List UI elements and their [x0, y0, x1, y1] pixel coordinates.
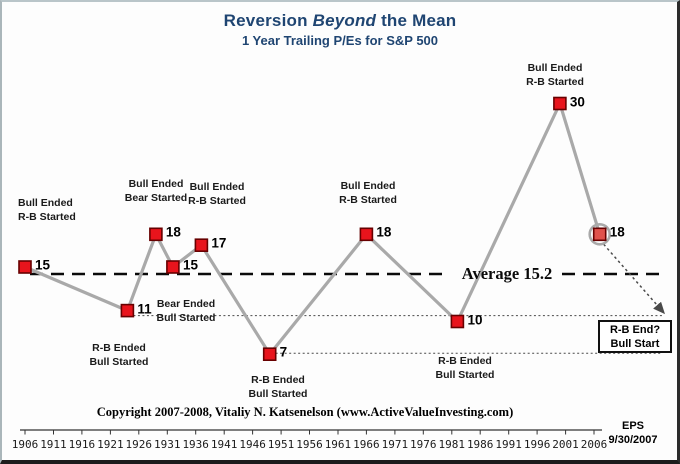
callout-box: R-B End? Bull Start	[598, 320, 672, 353]
annotation-line2: Bull Started	[248, 388, 308, 400]
title-post: the Mean	[376, 11, 457, 30]
data-point-marker	[18, 260, 32, 274]
x-tick-label: 2006	[580, 438, 608, 451]
annotation-line1: Bull Ended	[527, 62, 583, 74]
annotation-line1: Bear Ended	[156, 298, 216, 310]
data-point-marker	[592, 227, 607, 242]
market-turn-annotation: Bull Ended R-B Started	[339, 179, 397, 207]
market-turn-annotation: Bull Ended R-B Started	[188, 180, 246, 208]
point-value-label: 18	[376, 224, 392, 240]
data-point-marker	[166, 260, 180, 274]
annotation-line1: Bull Ended	[189, 181, 245, 193]
annotation-line2: R-B Started	[526, 76, 584, 88]
callout-line1: R-B End?	[609, 324, 661, 336]
point-value-label: 15	[182, 257, 198, 273]
average-line-label: Average 15.2	[461, 264, 553, 283]
x-tick-label: 1951	[267, 438, 295, 451]
projection-dotted-arrow	[603, 243, 665, 315]
annotation-line1: R-B Ended	[92, 342, 146, 354]
eps-label: EPS	[621, 420, 644, 432]
x-tick-label: 1986	[466, 438, 494, 451]
x-tick-label: 2001	[552, 438, 579, 451]
x-tick-label: 1911	[40, 438, 67, 451]
market-turn-annotation: Bear Ended Bull Started	[157, 297, 216, 325]
point-value-label: 18	[165, 224, 181, 240]
point-value-label: 15	[35, 257, 51, 273]
x-tick-label: 1956	[296, 438, 323, 451]
data-point-marker	[194, 238, 209, 252]
x-tick-label: 1961	[324, 438, 352, 451]
point-value-label: 10	[467, 312, 483, 327]
eps-date-note: EPS 9/30/2007	[597, 419, 669, 447]
eps-date: 9/30/2007	[608, 434, 658, 446]
annotation-line1: Bull Ended	[18, 197, 73, 209]
x-tick-label: 1991	[495, 438, 522, 451]
point-value-label: 11	[137, 301, 152, 317]
data-point-marker	[120, 303, 135, 318]
x-tick-label: 1971	[381, 438, 409, 451]
copyright-text: Copyright 2007-2008, Vitaliy N. Katsenel…	[96, 405, 514, 419]
highlight-circle	[588, 223, 611, 246]
annotation-line1: R-B Ended	[438, 355, 492, 367]
x-tick-label: 1966	[353, 438, 380, 451]
point-value-label: 17	[211, 235, 227, 251]
market-turn-annotation: R-B Ended Bull Started	[90, 341, 149, 369]
market-turn-annotation: Bull Ended R-B Started	[18, 196, 76, 224]
title-italic: Beyond	[312, 11, 377, 30]
x-tick-label: 1916	[68, 438, 96, 451]
annotation-line1: Bull Ended	[340, 180, 396, 192]
market-turn-annotation: R-B Ended Bull Started	[436, 354, 495, 382]
annotation-line2: Bear Started	[124, 192, 188, 204]
market-turn-annotation: Bull Ended Bear Started	[125, 177, 187, 205]
x-tick-label: 1946	[239, 438, 266, 451]
x-tick-label: 1921	[97, 438, 124, 451]
annotation-line2: Bull Started	[435, 369, 495, 381]
x-tick-label: 1996	[523, 438, 551, 451]
x-tick-label: 1906	[11, 438, 39, 451]
point-value-label: 18	[609, 224, 625, 240]
x-tick-label: 1976	[410, 438, 437, 451]
point-value-label: 7	[279, 344, 288, 360]
market-turn-annotation: Bull Ended R-B Started	[526, 61, 584, 89]
data-point-marker	[262, 347, 277, 362]
data-point-marker	[553, 96, 567, 111]
title-pre: Reversion	[223, 11, 313, 30]
x-tick-label: 1981	[438, 438, 466, 451]
point-value-label: 30	[569, 94, 585, 109]
x-tick-label: 1931	[154, 438, 181, 451]
annotation-line1: R-B Ended	[251, 374, 305, 386]
annotation-line1: Bull Ended	[128, 178, 184, 190]
callout-line2: Bull Start	[610, 338, 660, 350]
x-tick-label: 1926	[125, 438, 153, 451]
annotation-line2: Bull Started	[156, 312, 216, 324]
data-point-marker	[149, 227, 163, 242]
chart-subtitle: 1 Year Trailing P/Es for S&P 500	[241, 33, 439, 48]
annotation-line2: Bull Started	[89, 356, 149, 368]
market-turn-annotation: R-B Ended Bull Started	[249, 373, 308, 401]
pe-series-line	[23, 101, 602, 356]
data-point-marker	[450, 314, 465, 329]
annotation-line2: R-B Started	[18, 211, 76, 223]
x-tick-label: 1936	[182, 438, 209, 451]
chart-title: Reversion Beyond the Mean	[2, 11, 677, 31]
annotation-line2: R-B Started	[339, 194, 397, 206]
data-point-marker	[359, 227, 374, 242]
x-tick-label: 1941	[210, 438, 238, 451]
annotation-line2: R-B Started	[188, 195, 246, 207]
